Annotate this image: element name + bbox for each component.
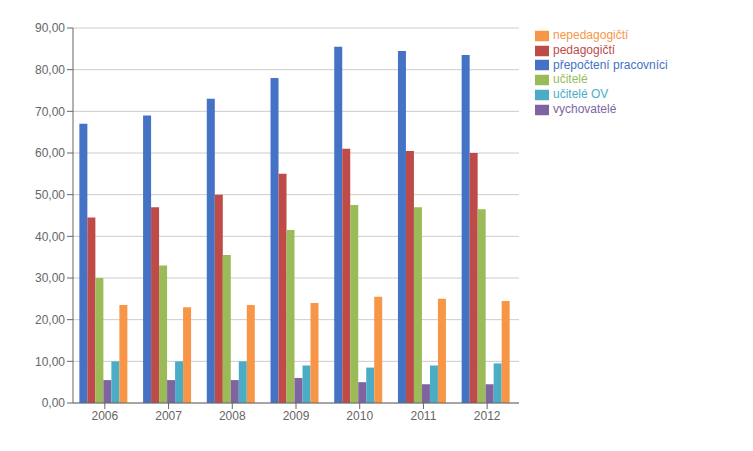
svg-text:2011: 2011 bbox=[411, 409, 437, 423]
svg-text:2009: 2009 bbox=[283, 409, 310, 423]
html-text:přepočtení pracovníci: přepočtení pracovníci bbox=[553, 57, 668, 72]
svg-text:10,00: 10,00 bbox=[35, 355, 65, 369]
svg-text:70,00: 70,00 bbox=[35, 105, 65, 119]
html-text:nepedagogičtí: nepedagogičtí bbox=[553, 28, 629, 42]
svg-text:40,00: 40,00 bbox=[35, 230, 65, 244]
svg-text:90,00: 90,00 bbox=[35, 21, 65, 35]
svg-text:50,00: 50,00 bbox=[35, 188, 65, 202]
svg-text:60,00: 60,00 bbox=[35, 146, 65, 160]
svg-text:2008: 2008 bbox=[219, 409, 246, 423]
html-text:učitelé OV: učitelé OV bbox=[553, 87, 609, 102]
svg-text:2006: 2006 bbox=[92, 409, 119, 423]
svg-text:20,00: 20,00 bbox=[35, 313, 65, 327]
svg-text:80,00: 80,00 bbox=[35, 63, 65, 77]
html-text:učitelé: učitelé bbox=[553, 72, 588, 87]
svg-text:30,00: 30,00 bbox=[35, 271, 65, 285]
svg-text:0,00: 0,00 bbox=[42, 396, 66, 410]
html-text:vychovatelé: vychovatelé bbox=[553, 102, 617, 117]
svg-text:2007: 2007 bbox=[155, 409, 182, 423]
html-text:pedagogičtí: pedagogičtí bbox=[553, 42, 616, 57]
svg-text:2012: 2012 bbox=[474, 409, 501, 423]
svg-text:2010: 2010 bbox=[346, 409, 373, 423]
